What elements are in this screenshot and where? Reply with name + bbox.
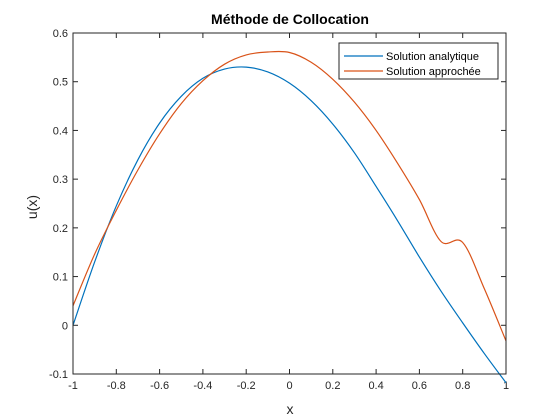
y-tick-label: 0.4 [53,125,68,137]
y-axis-label: u(x) [24,195,40,219]
x-tick-label: 1 [503,380,509,392]
plot-area [73,33,506,374]
x-tick-label: 0.4 [368,380,383,392]
y-tick-label: -0.1 [49,369,68,381]
y-tick-label: 0.2 [53,223,68,235]
x-tick-label: -0.6 [150,380,169,392]
x-tick-label: 0.6 [412,380,427,392]
x-tick-label: -0.8 [107,380,126,392]
ticks-layer: -1 -0.8 -0.6 -0.4 -0.2 0 0.2 0.4 0.6 0.8 1 -0.1 0 0.1… [49,28,509,392]
y-tick-label: 0 [62,320,68,332]
x-tick-label: 0 [286,380,292,392]
axes-box [72,32,507,375]
x-tick-label: 0.2 [325,380,340,392]
legend-label-approchee: Solution approchée [386,66,481,78]
y-tick-label: 0.3 [53,174,68,186]
y-tick-label: 0.5 [53,77,68,89]
legend-box [338,42,499,80]
x-tick-label: -0.4 [193,380,212,392]
series-line-0 [72,66,507,384]
chart-title: Méthode de Collocation [211,11,369,27]
legend: Solution analytique Solution approchée [338,42,499,80]
x-tick-label: -0.2 [237,380,256,392]
y-tick-label: 0.6 [53,28,68,40]
series-line-1 [72,50,507,342]
x-tick-label: 0.8 [455,380,470,392]
y-tick-label: 0.1 [53,272,68,284]
legend-label-analytique: Solution analytique [386,51,479,63]
x-axis-label: x [287,401,294,417]
series-layer [72,50,507,384]
x-tick-label: -1 [68,380,78,392]
